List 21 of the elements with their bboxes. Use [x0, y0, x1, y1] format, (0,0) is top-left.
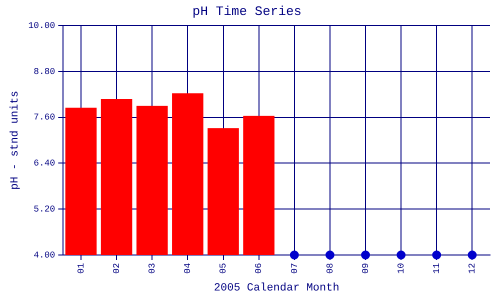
x-tick-label: 05: [218, 263, 229, 274]
x-tick-label: 01: [76, 263, 86, 274]
x-axis-title: 2005 Calendar Month: [214, 282, 340, 294]
y-tick-label: 5.20: [34, 204, 56, 215]
y-axis-title: pH - stnd units: [10, 90, 22, 190]
x-tick-label: 09: [360, 263, 371, 274]
y-tick-label: 10.00: [28, 20, 56, 31]
chart-title: pH Time Series: [192, 4, 302, 20]
x-tick-label: 12: [468, 263, 478, 274]
y-tick-label: 7.60: [34, 112, 56, 123]
x-tick-label: 03: [148, 263, 158, 274]
x-tick-label: 08: [325, 263, 336, 274]
x-tick-label: 07: [290, 263, 300, 274]
y-tick-label: 6.40: [34, 158, 56, 169]
x-tick-label: 04: [183, 263, 194, 274]
x-tick-label: 06: [254, 263, 264, 274]
x-tick-label: 10: [396, 263, 406, 274]
y-tick-label: 4.00: [34, 250, 56, 260]
y-tick-label: 8.80: [34, 66, 56, 77]
x-tick-label: 02: [112, 263, 122, 274]
x-tick-label: 11: [432, 263, 442, 274]
